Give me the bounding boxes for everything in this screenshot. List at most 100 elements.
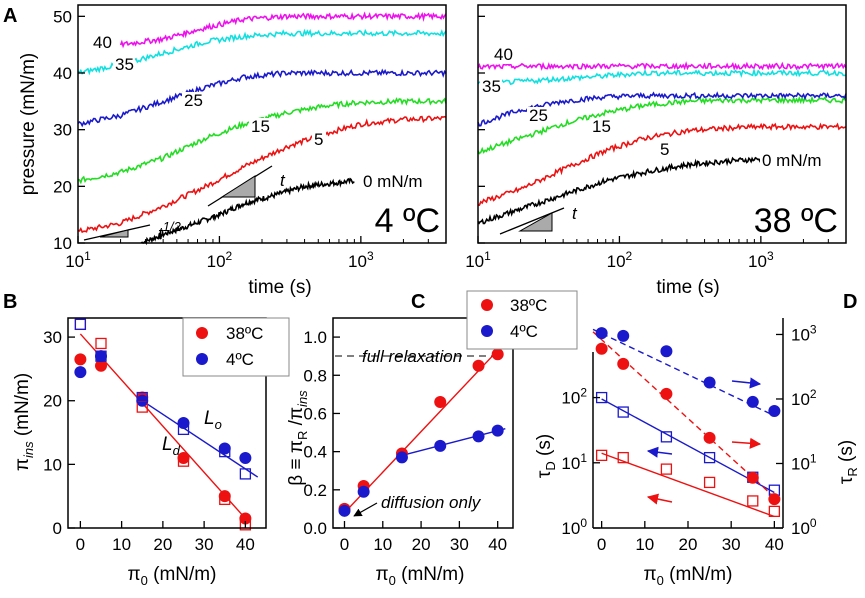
series-A-right-1: [477, 122, 847, 206]
xtick-label-A-left-2-base: 10: [348, 252, 367, 271]
point-B-2-4: [219, 493, 231, 506]
series-label-bg-A-right-0: [760, 152, 828, 170]
fit-D-3: [592, 328, 775, 417]
xtick-label-B-3: 30: [195, 535, 214, 554]
point-B-3-5: [239, 468, 252, 480]
panel-d-ylabel-right-tau: τ: [836, 476, 857, 484]
ytick-right-label-D-3-base: 10: [791, 325, 810, 344]
panel-d-ylabel-left-tau: τ: [534, 470, 555, 478]
point-B-3-3: [177, 423, 190, 436]
legend-d-4c-label: 4ºC: [510, 322, 538, 341]
fit-label-ld: Ld: [162, 434, 181, 458]
series-label-A-right-3: 25: [529, 106, 548, 125]
slope-one-line-right: [499, 207, 565, 235]
xtick-label-A-left-0: 101: [65, 249, 91, 271]
ytick-right-label-D-2-exp: 2: [810, 387, 817, 401]
point-C-1-2: [395, 451, 408, 464]
series-label-A-right-5: 40: [494, 45, 513, 64]
panel-a-left-xlabel: time (s): [248, 277, 311, 298]
point-B-1-5: [239, 452, 252, 464]
series-A-left-4: [77, 28, 447, 76]
ytick-label-A-left-1: 20: [53, 177, 72, 196]
ytick-label-C-4: 0.8: [303, 366, 327, 385]
ytick-label-C-1: 0.2: [303, 481, 327, 500]
ytick-right-label-D-2-base: 10: [791, 390, 810, 409]
xtick-label-A-left-2-exp: 3: [367, 249, 374, 263]
panel-d-xlabel-unit: (mN/m): [664, 564, 733, 585]
series-label-bg-A-left-1: [312, 131, 326, 149]
series-A-right-3: [477, 91, 847, 127]
series-label-A-left-3: 25: [184, 91, 203, 110]
full-relaxation-label: full relaxation: [362, 347, 462, 366]
ytick-label-B-2: 20: [43, 392, 62, 411]
xtick-label-D-0: 0: [597, 535, 606, 554]
point-D-2-5: [768, 493, 781, 506]
series-label-A-right-1: 5: [660, 140, 669, 159]
panel-b-xlabel-unit: (mN/m): [148, 564, 217, 585]
panel-c-chart: 0 10 20 30 40 0.0 0.2 0.4 0.6 0.8 1.0 full relaxat…: [286, 317, 514, 588]
point-D-1-0: [595, 449, 608, 462]
diffusion-only-arrow: [353, 502, 378, 517]
panel-label-a: A: [3, 5, 17, 27]
point-B-3-2: [136, 391, 148, 404]
panel-d-xlabel-sub: 0: [657, 573, 664, 588]
point-D-2-0: [595, 342, 608, 355]
point-D-3-4: [746, 395, 759, 408]
series-A-right-2: [477, 95, 847, 155]
ytick-right-label-D-1-exp: 1: [810, 451, 817, 465]
panel-c-xlabel-unit: (mN/m): [396, 564, 465, 585]
point-D-3-0: [595, 327, 608, 340]
slope-half-t: t: [158, 224, 164, 243]
panel-c-xlabel: π0 (mN/m): [376, 564, 465, 588]
fit-B-0: [79, 333, 246, 519]
xtick-label-D-1: 10: [635, 535, 654, 554]
ytick-right-label-D-1-base: 10: [791, 454, 810, 473]
panel-a-ylabel: pressure (mN/m): [18, 53, 39, 196]
legend-d-38c-label: 38ºC: [510, 296, 547, 315]
panel-c-ylabel-d: ins: [295, 390, 310, 407]
xtick-label-B-4: 40: [236, 535, 255, 554]
panel-b-xlabel: π0 (mN/m): [128, 564, 217, 588]
series-A-left-3: [77, 68, 447, 128]
series-label-bg-A-right-4: [480, 78, 502, 96]
ytick-label-A-left-3: 40: [53, 64, 72, 83]
ytick-right-label-D-3: 103: [791, 322, 817, 344]
legend-d-38c-marker: [481, 299, 493, 311]
ytick-right-label-D-0-base: 10: [791, 519, 810, 538]
series-label-A-right-4: 35: [482, 77, 501, 96]
arrow-tr-4c: [731, 377, 762, 389]
arrow-td-4c: [646, 446, 673, 458]
panel-d-xlabel-pi: π: [644, 564, 657, 585]
series-label-bg-A-left-2: [249, 118, 271, 136]
series-label-bg-A-right-2: [590, 118, 612, 136]
xtick-label-A-right-1: 102: [607, 249, 633, 271]
xtick-label-B-2: 20: [153, 535, 172, 554]
panel-c-xlabel-sub: 0: [389, 573, 396, 588]
ytick-label-C-2: 0.4: [303, 443, 327, 462]
panel-b-ylabel: πins (mN/m): [12, 373, 36, 471]
panel-d-ylabel-left-sub: D: [543, 461, 558, 470]
point-D-2-4: [746, 471, 759, 484]
series-A-left-1: [77, 115, 447, 234]
panel-d-ylabel-left: τD (s): [534, 434, 558, 478]
ytick-left-label-D-2-exp: 2: [580, 386, 587, 400]
legend-b-38c-marker: [196, 327, 208, 339]
xtick-label-A-right-2: 103: [748, 249, 774, 271]
slope-half-label: t1/2: [158, 219, 182, 243]
ytick-left-label-D-1: 101: [561, 451, 587, 473]
ytick-label-C-5: 1.0: [303, 328, 327, 347]
ytick-label-A-left-0: 10: [53, 234, 72, 253]
series-A-right-5: [477, 61, 847, 71]
point-B-3-1: [95, 350, 107, 362]
ytick-right-label-D-2: 102: [791, 387, 817, 409]
point-C-0-4: [472, 359, 485, 372]
fit-B-1: [141, 400, 259, 478]
ytick-right-label-D-0: 100: [791, 516, 817, 538]
xtick-label-A-right-0-base: 10: [465, 252, 484, 271]
legend-b-4c-label: 4ºC: [226, 350, 254, 369]
panel-c-ylabel-a: β ≡ π: [286, 440, 307, 486]
slope-half-triangle: [99, 229, 129, 238]
point-B-0-1: [95, 359, 107, 372]
